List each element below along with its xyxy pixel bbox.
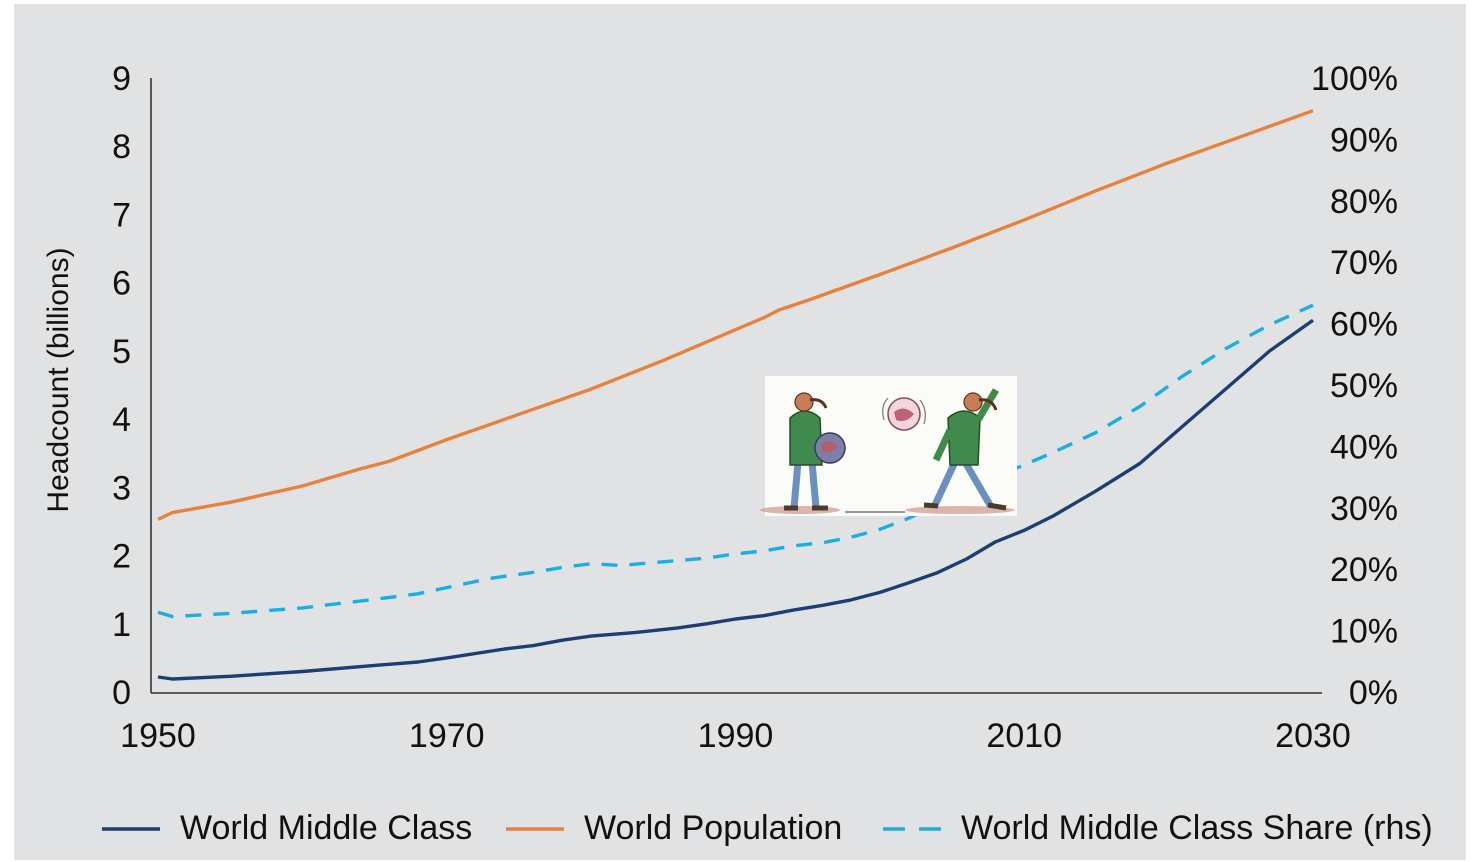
y-right-tick-label: 100% [1311,60,1398,98]
y-right-tick-label: 70% [1330,244,1398,282]
left-person-head [794,392,814,412]
y-left-tick-label: 2 [112,538,131,576]
y-right-tick-label: 90% [1330,121,1398,159]
carried-globe-land [821,441,838,453]
y-right-tick-label: 0% [1349,674,1398,712]
y-left-tick-label: 1 [112,606,131,644]
legend-label-1: World Population [584,809,842,847]
legend-label-2: World Middle Class Share (rhs) [961,809,1433,847]
series-line-2 [157,303,1314,619]
y-right-tick-label: 20% [1330,551,1398,589]
y-left-tick-label: 7 [112,196,131,234]
cartoon-people-carrying-and-kicking-globe-icon [760,376,1017,516]
y-right-tick-label: 60% [1330,306,1398,344]
right-person-arms [932,388,1000,462]
series-line-1 [157,109,1314,521]
left-person-nose [809,398,828,409]
right-person-torso [947,410,981,466]
left-person-legs [790,461,820,509]
y-left-tick-label: 9 [112,60,131,98]
y-left-tick-label: 8 [112,128,131,166]
y-left-tick-label: 0 [112,674,131,712]
x-tick-label: 1990 [698,717,774,755]
y-right-tick-label: 10% [1330,613,1398,651]
y-right-tick-label: 80% [1330,183,1398,221]
motion-lines [882,397,926,425]
y-left-tick-label: 5 [112,333,131,371]
right-person-legs [931,460,994,507]
right-person-shoes [923,502,1007,511]
flying-globe-land [894,408,914,422]
x-tick-label: 2010 [986,717,1062,755]
legend-label-0: World Middle Class [180,809,472,847]
chart-panel [14,4,1466,860]
y-right-tick-label: 40% [1330,428,1398,466]
right-person-nose [978,398,998,411]
y-right-tick-label: 50% [1330,367,1398,405]
right-person-head [963,392,983,412]
y-left-tick-label: 6 [112,265,131,303]
y-left-tick-label: 4 [112,401,131,439]
y-axis-title: Headcount (billions) [42,247,75,512]
y-left-tick-label: 3 [112,469,131,507]
x-tick-label: 1950 [120,717,196,755]
y-right-tick-label: 30% [1330,490,1398,528]
x-tick-label: 1970 [409,717,485,755]
x-tick-label: 2030 [1275,717,1351,755]
series-line-0 [157,318,1314,681]
